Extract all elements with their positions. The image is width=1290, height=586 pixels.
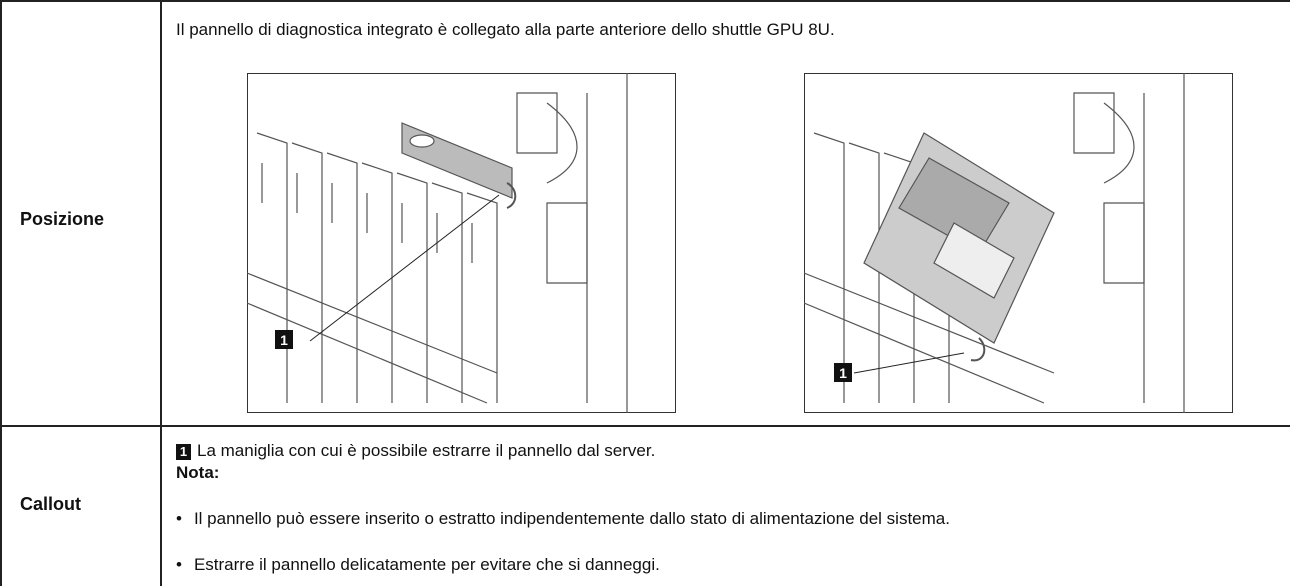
callout-description: La maniglia con cui è possibile estrarre… — [197, 441, 656, 460]
figure: 1 — [804, 73, 1233, 413]
callout-label: 1 — [280, 332, 288, 348]
figure: 1 — [247, 73, 676, 413]
row-header: Posizione — [20, 209, 105, 229]
bullet: • — [176, 555, 182, 574]
note-text: Estrarre il pannello delicatamente per e… — [193, 555, 660, 574]
bullet: • — [176, 509, 182, 528]
callout-label: 1 — [839, 365, 847, 381]
note-label: Nota: — [176, 463, 220, 482]
note-text: Il pannello può essere inserito o estrat… — [193, 509, 950, 528]
note: • Il pannello può essere inserito o estra… — [176, 509, 950, 529]
note: • Estrarre il pannello delicatamente per … — [176, 555, 660, 575]
description: Il pannello di diagnostica integrato è c… — [176, 20, 835, 39]
callout-text: 1 La maniglia con cui è possibile estrarr… — [176, 441, 655, 461]
row-header: Callout — [20, 494, 81, 514]
callout-badge: 1 — [176, 444, 191, 460]
